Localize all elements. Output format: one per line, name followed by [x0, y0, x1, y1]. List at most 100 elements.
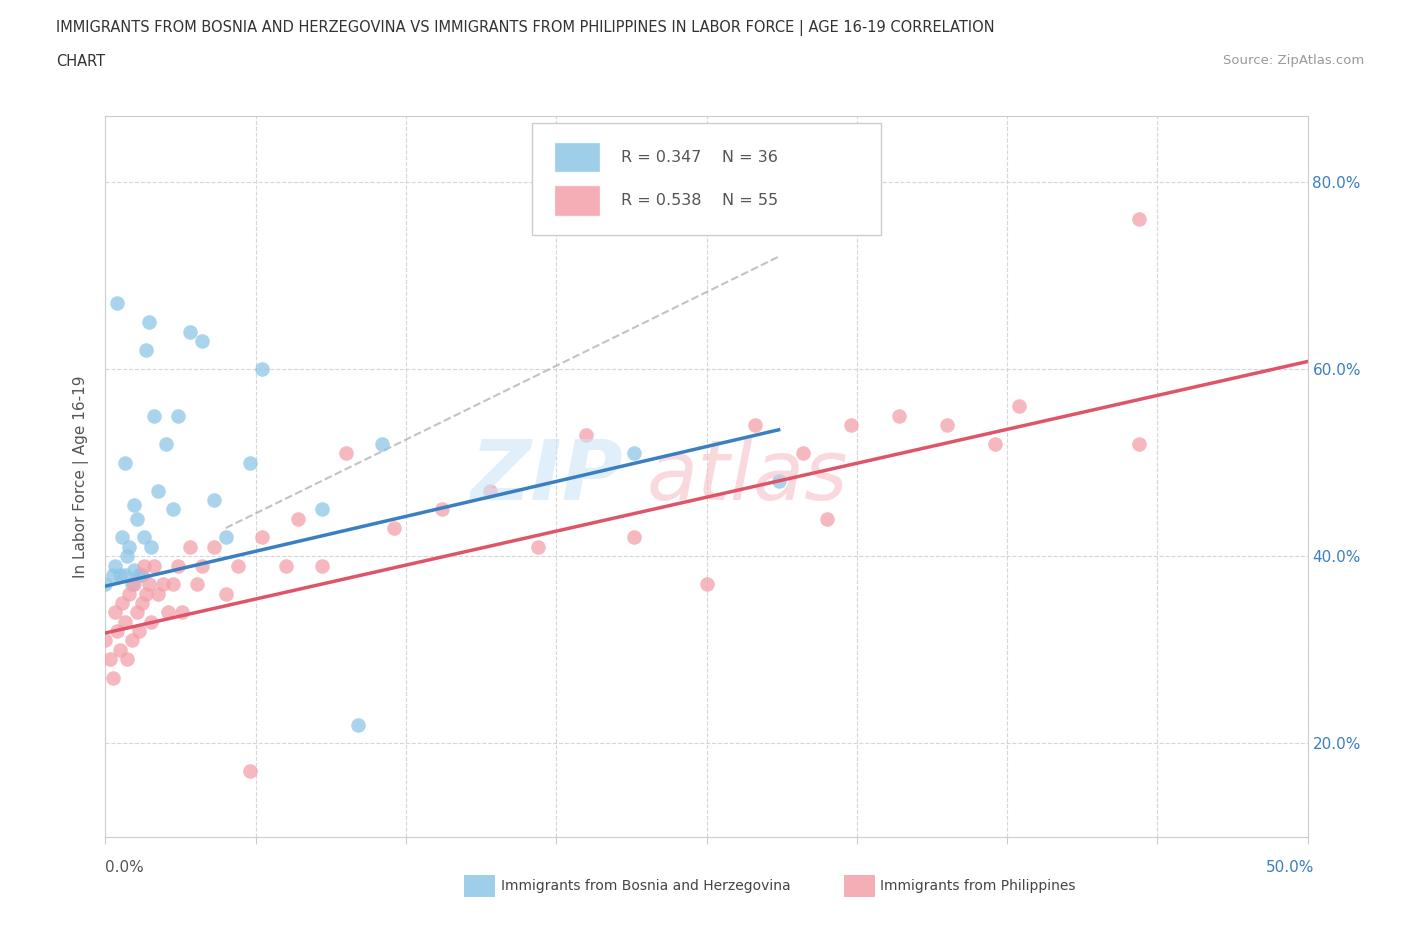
Point [623, 530, 645, 545]
Bar [554, 185, 599, 216]
Point [623, 445, 645, 460]
Point [111, 595, 134, 610]
Point [190, 558, 212, 573]
Point [274, 558, 297, 573]
Point [815, 512, 838, 526]
Point [142, 558, 165, 573]
Point [166, 408, 188, 423]
Point [128, 624, 150, 639]
Point [239, 455, 262, 470]
Point [479, 484, 502, 498]
Text: atlas: atlas [647, 436, 848, 517]
Point [128, 567, 150, 582]
Point [887, 408, 910, 423]
Point [190, 334, 212, 349]
Point [250, 530, 273, 545]
Point [142, 408, 165, 423]
Point [527, 539, 550, 554]
Point [125, 512, 148, 526]
Point [131, 595, 153, 610]
Point [166, 558, 188, 573]
Text: CHART: CHART [56, 54, 105, 69]
Point [162, 502, 184, 517]
Point [132, 530, 155, 545]
Point [118, 586, 141, 601]
Point [108, 567, 131, 582]
Point [347, 717, 370, 732]
Point [111, 530, 134, 545]
Point [139, 539, 162, 554]
Point [104, 558, 127, 573]
Point [696, 577, 718, 591]
Point [226, 558, 249, 573]
Point [107, 624, 129, 639]
Text: IMMIGRANTS FROM BOSNIA AND HERZEGOVINA VS IMMIGRANTS FROM PHILIPPINES IN LABOR F: IMMIGRANTS FROM BOSNIA AND HERZEGOVINA V… [56, 20, 995, 36]
Point [382, 521, 405, 536]
Point [124, 498, 146, 512]
Point [135, 343, 157, 358]
Point [984, 436, 1007, 451]
Point [768, 474, 790, 489]
Point [114, 455, 136, 470]
Point [152, 577, 174, 591]
Text: Immigrants from Bosnia and Herzegovina: Immigrants from Bosnia and Herzegovina [501, 879, 790, 894]
Point [115, 549, 138, 564]
Point [214, 586, 236, 601]
Point [744, 418, 766, 432]
Point [335, 445, 357, 460]
Point [371, 436, 394, 451]
Point [839, 418, 862, 432]
Point [214, 530, 236, 545]
Point [135, 586, 157, 601]
Point [936, 418, 959, 432]
Point [108, 643, 131, 658]
Point [114, 567, 136, 582]
Point [179, 539, 201, 554]
Point [121, 577, 143, 591]
Point [202, 493, 225, 508]
Point [124, 563, 146, 578]
Point [94, 633, 117, 648]
Text: R = 0.347    N = 36: R = 0.347 N = 36 [621, 150, 778, 165]
Point [104, 604, 127, 619]
Point [148, 484, 170, 498]
Point [186, 577, 208, 591]
Point [1008, 399, 1031, 414]
Y-axis label: In Labor Force | Age 16-19: In Labor Force | Age 16-19 [73, 376, 90, 578]
Text: ZIP: ZIP [470, 436, 623, 517]
Point [792, 445, 814, 460]
Point [115, 652, 138, 667]
Point [124, 577, 146, 591]
Point [98, 652, 121, 667]
Point [118, 539, 141, 554]
Point [1128, 436, 1150, 451]
Text: 0.0%: 0.0% [105, 860, 145, 875]
Point [94, 577, 117, 591]
Point [311, 502, 333, 517]
Point [148, 586, 170, 601]
Point [138, 577, 160, 591]
Point [131, 567, 153, 582]
Text: Immigrants from Philippines: Immigrants from Philippines [880, 879, 1076, 894]
Point [132, 558, 155, 573]
Text: 50.0%: 50.0% [1267, 860, 1315, 875]
Point [139, 615, 162, 630]
Point [114, 615, 136, 630]
Point [121, 633, 143, 648]
Point [155, 436, 177, 451]
Point [250, 362, 273, 377]
Point [430, 502, 453, 517]
FancyBboxPatch shape [533, 124, 880, 235]
Point [138, 314, 160, 329]
Point [1128, 212, 1150, 227]
Point [575, 427, 598, 442]
Point [162, 577, 184, 591]
Point [101, 671, 124, 685]
Bar [554, 142, 599, 172]
Text: Source: ZipAtlas.com: Source: ZipAtlas.com [1223, 54, 1364, 67]
Text: R = 0.538    N = 55: R = 0.538 N = 55 [621, 193, 779, 208]
Point [202, 539, 225, 554]
Point [311, 558, 333, 573]
Point [172, 604, 194, 619]
Point [107, 296, 129, 311]
